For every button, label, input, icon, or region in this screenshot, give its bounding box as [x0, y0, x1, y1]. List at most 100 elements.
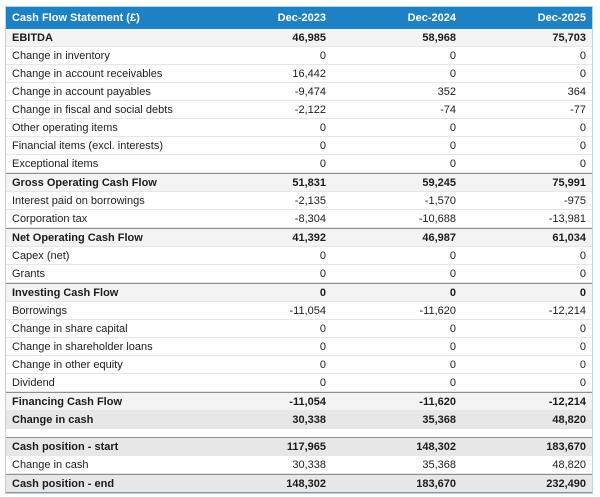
table-row: Financing Cash Flow -11,054 -11,620 -12,214 [6, 392, 592, 411]
row-value: -1,570 [424, 194, 456, 207]
row-value: -12,214 [548, 304, 586, 317]
row-value: 352 [437, 85, 456, 98]
row-value: -11,054 [289, 304, 327, 317]
row-value: -2,122 [294, 103, 326, 116]
column-header-dec-2023: Dec-2023 [277, 12, 326, 24]
row-value: -74 [440, 103, 456, 116]
row-value: 0 [319, 358, 326, 371]
row-label: Change in share capital [12, 322, 128, 335]
table-row: Change in account receivables 16,442 0 0 [6, 65, 592, 83]
statement-title: Cash Flow Statement (£) [12, 12, 140, 24]
row-label: Change in account payables [12, 85, 151, 98]
row-label: Change in cash [12, 413, 94, 426]
row-value: 16,442 [292, 67, 326, 80]
row-value: 41,392 [292, 231, 326, 244]
row-value: 183,670 [416, 477, 456, 490]
row-value: -975 [563, 194, 586, 207]
row-value: 232,490 [546, 477, 586, 490]
row-value: -11,620 [419, 395, 456, 408]
row-label: Investing Cash Flow [12, 286, 119, 299]
row-label: Interest paid on borrowings [12, 194, 145, 207]
row-value: 46,985 [292, 31, 326, 44]
row-value: 0 [449, 49, 456, 62]
row-value: 183,670 [546, 440, 586, 453]
row-value: 0 [579, 322, 586, 335]
row-value: 48,820 [552, 458, 586, 471]
row-value: -13,981 [548, 212, 586, 225]
table-row: Change in inventory 0 0 0 [6, 47, 592, 65]
row-value: 364 [567, 85, 586, 98]
row-label: Borrowings [12, 304, 68, 317]
row-value: 30,338 [292, 458, 326, 471]
table-row: Net Operating Cash Flow 41,392 46,987 61,03… [6, 228, 592, 247]
row-value: 35,368 [422, 413, 456, 426]
row-value: -11,620 [419, 304, 457, 317]
table-row: Grants 0 0 0 [6, 265, 592, 283]
row-label: Exceptional items [12, 157, 99, 170]
table-row: Dividend 0 0 0 [6, 374, 592, 392]
row-value: 0 [579, 286, 586, 299]
row-value: 0 [449, 376, 456, 389]
table-row: Financial items (excl. interests) 0 0 0 [6, 137, 592, 155]
table-row: Other operating items 0 0 0 [6, 119, 592, 137]
spacer-row [6, 429, 592, 437]
table-row: Cash position - end 148,302 183,670 232,490 [6, 474, 592, 493]
table-row: Change in share capital 0 0 0 [6, 320, 592, 338]
row-value: 0 [449, 249, 456, 262]
row-value: 35,368 [422, 458, 456, 471]
row-label: Cash position - end [12, 477, 115, 490]
row-label: Change in inventory [12, 49, 110, 62]
row-label: Change in shareholder loans [12, 340, 153, 353]
column-header-dec-2025: Dec-2025 [537, 12, 586, 24]
row-value: 148,302 [286, 477, 326, 490]
row-value: 0 [579, 249, 586, 262]
table-body: EBITDA 46,985 58,968 75,703 Change in invent… [6, 29, 592, 493]
row-label: Dividend [12, 376, 55, 389]
table-row: Gross Operating Cash Flow 51,831 59,245 75,… [6, 173, 592, 192]
row-value: 30,338 [292, 413, 326, 426]
row-value: -11,054 [289, 395, 326, 408]
table-row: Exceptional items 0 0 0 [6, 155, 592, 173]
row-value: 0 [579, 157, 586, 170]
row-value: 0 [319, 49, 326, 62]
row-value: 0 [579, 139, 586, 152]
row-value: 0 [319, 340, 326, 353]
row-value: 0 [449, 157, 456, 170]
cash-flow-statement-table: Cash Flow Statement (£) Dec-2023 Dec-202… [5, 6, 593, 494]
row-value: 59,245 [422, 176, 456, 189]
row-value: 0 [449, 267, 456, 280]
row-value: 0 [579, 67, 586, 80]
table-row: Investing Cash Flow 0 0 0 [6, 283, 592, 302]
row-value: -8,304 [294, 212, 326, 225]
row-label: Financial items (excl. interests) [12, 139, 163, 152]
row-value: 0 [319, 249, 326, 262]
row-value: -77 [570, 103, 586, 116]
row-value: 0 [319, 139, 326, 152]
row-label: Grants [12, 267, 46, 280]
row-value: 0 [319, 121, 326, 134]
row-value: 0 [579, 49, 586, 62]
row-value: 0 [449, 322, 456, 335]
row-label: Other operating items [12, 121, 118, 134]
table-row: Change in account payables -9,474 352 364 [6, 83, 592, 101]
row-label: Capex (net) [12, 249, 70, 262]
row-label: Financing Cash Flow [12, 395, 123, 408]
table-row: Cash position - start 117,965 148,302 183,6… [6, 437, 592, 456]
row-value: 75,991 [552, 176, 586, 189]
row-value: 0 [449, 67, 456, 80]
row-value: 0 [319, 267, 326, 280]
row-value: 75,703 [552, 31, 586, 44]
row-value: 0 [449, 121, 456, 134]
row-value: 0 [449, 340, 456, 353]
table-row: Capex (net) 0 0 0 [6, 247, 592, 265]
row-value: 0 [319, 286, 326, 299]
row-value: 0 [579, 267, 586, 280]
row-label: Change in other equity [12, 358, 123, 371]
row-value: 0 [579, 358, 586, 371]
row-value: 0 [449, 358, 456, 371]
row-value: 61,034 [552, 231, 586, 244]
row-label: Change in cash [12, 458, 89, 471]
row-value: -10,688 [418, 212, 456, 225]
table-row: Change in fiscal and social debts -2,122 -… [6, 101, 592, 119]
row-value: 148,302 [416, 440, 456, 453]
